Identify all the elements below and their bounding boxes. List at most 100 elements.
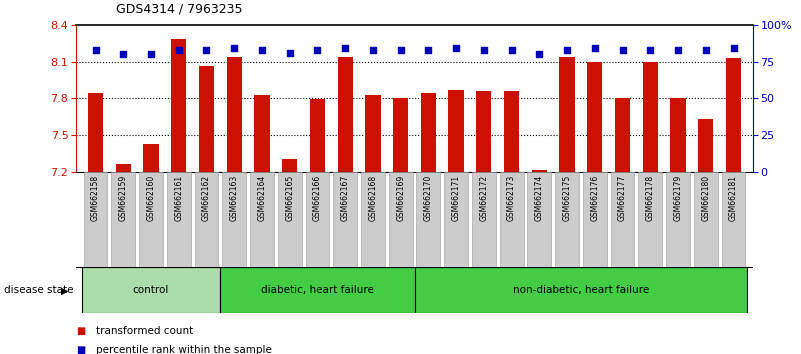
- FancyBboxPatch shape: [388, 172, 413, 267]
- Bar: [532, 171, 547, 172]
- FancyBboxPatch shape: [111, 172, 135, 267]
- Text: GSM662159: GSM662159: [119, 175, 127, 221]
- FancyBboxPatch shape: [445, 172, 468, 267]
- Point: [671, 47, 684, 53]
- Text: GSM662171: GSM662171: [452, 175, 461, 221]
- Point: [394, 47, 407, 53]
- FancyBboxPatch shape: [527, 172, 551, 267]
- Bar: [199, 67, 214, 172]
- Bar: [337, 57, 352, 172]
- Bar: [393, 98, 409, 172]
- Bar: [559, 57, 574, 172]
- Bar: [587, 62, 602, 172]
- Point: [145, 51, 158, 57]
- Point: [644, 47, 657, 53]
- Text: GSM662176: GSM662176: [590, 175, 599, 221]
- Point: [727, 45, 740, 51]
- Text: GSM662167: GSM662167: [340, 175, 350, 221]
- Point: [339, 45, 352, 51]
- Point: [284, 50, 296, 56]
- Text: GSM662160: GSM662160: [147, 175, 155, 221]
- Bar: [171, 40, 187, 172]
- FancyBboxPatch shape: [167, 172, 191, 267]
- Point: [256, 47, 268, 53]
- FancyBboxPatch shape: [220, 267, 415, 313]
- Text: GSM662173: GSM662173: [507, 175, 516, 221]
- Bar: [88, 93, 103, 172]
- FancyBboxPatch shape: [139, 172, 163, 267]
- Text: GSM662165: GSM662165: [285, 175, 294, 221]
- Text: GSM662174: GSM662174: [535, 175, 544, 221]
- FancyBboxPatch shape: [610, 172, 634, 267]
- Text: ▶: ▶: [61, 285, 68, 295]
- Point: [172, 47, 185, 53]
- FancyBboxPatch shape: [638, 172, 662, 267]
- FancyBboxPatch shape: [305, 172, 329, 267]
- Text: GSM662164: GSM662164: [257, 175, 267, 221]
- Point: [311, 47, 324, 53]
- Point: [422, 47, 435, 53]
- Bar: [282, 159, 297, 172]
- Text: GSM662161: GSM662161: [175, 175, 183, 221]
- FancyBboxPatch shape: [82, 267, 220, 313]
- FancyBboxPatch shape: [472, 172, 496, 267]
- Text: GSM662181: GSM662181: [729, 175, 738, 221]
- FancyBboxPatch shape: [417, 172, 441, 267]
- Bar: [726, 58, 741, 172]
- Point: [89, 47, 102, 53]
- FancyBboxPatch shape: [415, 267, 747, 313]
- Text: non-diabetic, heart failure: non-diabetic, heart failure: [513, 285, 649, 295]
- Point: [699, 47, 712, 53]
- Bar: [365, 95, 380, 172]
- FancyBboxPatch shape: [333, 172, 357, 267]
- Bar: [449, 90, 464, 172]
- Bar: [310, 99, 325, 172]
- Point: [449, 45, 462, 51]
- Bar: [255, 95, 270, 172]
- Bar: [421, 93, 436, 172]
- Bar: [670, 98, 686, 172]
- FancyBboxPatch shape: [83, 172, 107, 267]
- Bar: [115, 164, 131, 172]
- Bar: [143, 143, 159, 172]
- Bar: [615, 98, 630, 172]
- FancyBboxPatch shape: [250, 172, 274, 267]
- Point: [117, 51, 130, 57]
- Text: transformed count: transformed count: [96, 326, 193, 336]
- Text: GSM662162: GSM662162: [202, 175, 211, 221]
- FancyBboxPatch shape: [500, 172, 524, 267]
- Text: GSM662163: GSM662163: [230, 175, 239, 221]
- FancyBboxPatch shape: [223, 172, 246, 267]
- Point: [505, 47, 518, 53]
- FancyBboxPatch shape: [195, 172, 219, 267]
- Bar: [227, 57, 242, 172]
- FancyBboxPatch shape: [555, 172, 579, 267]
- Text: control: control: [133, 285, 169, 295]
- Text: GSM662177: GSM662177: [618, 175, 627, 221]
- Text: GSM662175: GSM662175: [562, 175, 572, 221]
- Text: GSM662178: GSM662178: [646, 175, 654, 221]
- Text: GSM662170: GSM662170: [424, 175, 433, 221]
- Bar: [477, 91, 492, 172]
- Text: GSM662180: GSM662180: [702, 175, 710, 221]
- Text: GSM662158: GSM662158: [91, 175, 100, 221]
- Text: ■: ■: [76, 326, 86, 336]
- Text: percentile rank within the sample: percentile rank within the sample: [96, 346, 272, 354]
- Text: GSM662166: GSM662166: [313, 175, 322, 221]
- FancyBboxPatch shape: [278, 172, 302, 267]
- Text: GSM662172: GSM662172: [479, 175, 489, 221]
- Text: GSM662179: GSM662179: [674, 175, 682, 221]
- Text: GSM662169: GSM662169: [396, 175, 405, 221]
- Bar: [698, 119, 714, 172]
- Point: [616, 47, 629, 53]
- FancyBboxPatch shape: [583, 172, 606, 267]
- Point: [367, 47, 380, 53]
- Point: [589, 45, 602, 51]
- Bar: [642, 62, 658, 172]
- FancyBboxPatch shape: [694, 172, 718, 267]
- Bar: [504, 91, 519, 172]
- Point: [477, 47, 490, 53]
- Text: GSM662168: GSM662168: [368, 175, 377, 221]
- Text: GDS4314 / 7963235: GDS4314 / 7963235: [116, 3, 243, 16]
- Point: [533, 51, 545, 57]
